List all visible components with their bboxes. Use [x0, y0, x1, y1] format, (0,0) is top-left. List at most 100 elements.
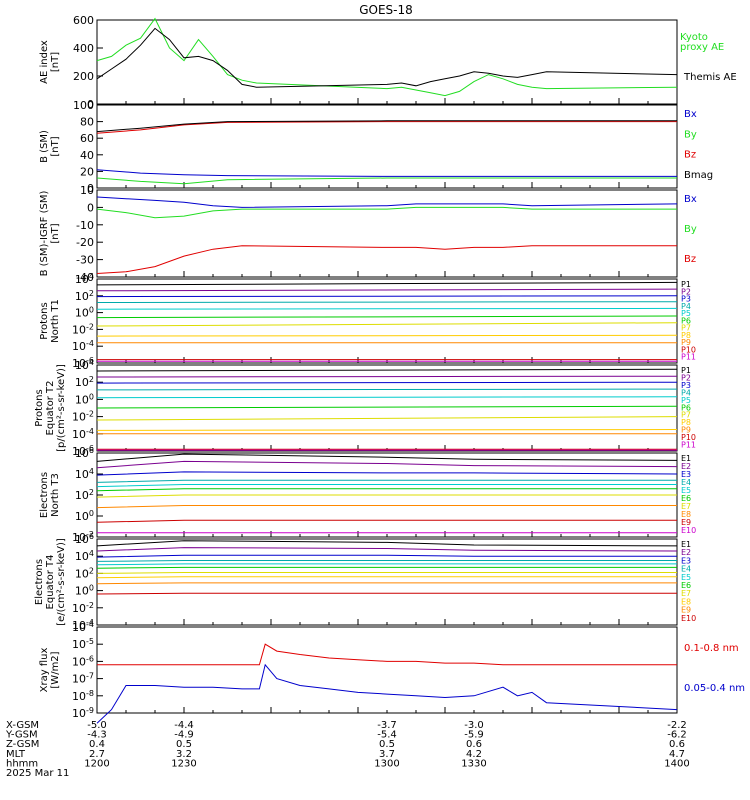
series-line-by — [96, 177, 677, 185]
series-line-e8 — [96, 576, 677, 579]
legend-entry: Themis AE — [683, 72, 737, 83]
legend-entry: E8 — [681, 510, 691, 519]
y-axis-label: [nT] — [50, 136, 61, 156]
series-line-e9 — [96, 519, 677, 523]
y-axis-label: B (SM) — [39, 130, 50, 163]
y-tick-label: 104 — [75, 467, 94, 481]
panel-frame — [96, 104, 678, 189]
y-tick-label: 10-8 — [72, 689, 94, 703]
x-row-value: 0.4 — [89, 739, 105, 750]
legend-entry: By — [684, 129, 697, 140]
x-row-value: 1400 — [664, 758, 689, 769]
x-row-value: -4.3 — [87, 730, 107, 741]
y-tick-label: 0 — [87, 182, 94, 195]
y-tick-label: 100 — [75, 392, 94, 406]
legend-entry: P2 — [681, 373, 691, 382]
y-axis-label: [nT] — [50, 223, 61, 243]
legend-entry: E5 — [681, 486, 691, 495]
legend-entry: E10 — [681, 526, 696, 535]
series-line-bz — [96, 121, 677, 134]
y-tick-label: 102 — [75, 566, 94, 580]
panel-frame — [96, 538, 678, 626]
x-row-label: Y-GSM — [5, 730, 38, 741]
series-line-e2 — [96, 547, 678, 552]
y-axis-label: AE index — [39, 40, 50, 84]
series-line-p3 — [96, 295, 678, 298]
y-axis-label: Xray flux — [39, 648, 50, 693]
series-line-e5 — [96, 563, 677, 566]
x-row-value: -4.9 — [174, 730, 194, 741]
legend-entry: E8 — [681, 597, 691, 606]
legend-entry: P7 — [681, 411, 691, 420]
legend-entry: E2 — [681, 462, 691, 471]
y-tick-label: 80 — [80, 116, 94, 129]
legend-entry: P5 — [681, 396, 691, 405]
x-row-value: -5.4 — [377, 730, 397, 741]
series-line-p5 — [96, 396, 678, 399]
y-tick-label: 400 — [73, 42, 94, 55]
y-tick-label: 20 — [80, 165, 94, 178]
legend-xray: 0.1-0.8 nm 0.05-0.4 nm — [684, 643, 745, 694]
x-row-value: -4.4 — [174, 720, 194, 731]
y-tick-label: 10-2 — [72, 410, 94, 424]
series-line-p2 — [96, 288, 678, 292]
x-axis-table: X-GSM -5.0 -4.4 -3.7 -3.0 -2.2 Y-GSM -4.3 -4.9 -5… — [5, 720, 690, 779]
y-tick-label: 200 — [73, 70, 94, 83]
legend-entry: P8 — [681, 418, 691, 427]
legend-entry: 0.05-0.4 nm — [684, 683, 745, 694]
y-tick-label: -40 — [76, 271, 94, 284]
y-tick-label: 10-2 — [72, 322, 94, 336]
y-axis-label: Electrons — [34, 559, 45, 605]
panel-frame — [96, 278, 678, 364]
legend-entry: By — [684, 224, 697, 235]
legend-entry: P3 — [681, 295, 691, 304]
x-row-value: 4.2 — [466, 749, 482, 760]
series-line-p1 — [96, 281, 678, 286]
y-axis-label: B (SM)-IGRF (SM) — [39, 191, 50, 277]
legend-entry: P1 — [681, 280, 691, 289]
legend-entry: P4 — [681, 388, 691, 397]
legend-entry: E3 — [681, 470, 691, 479]
x-row-label: Z-GSM — [6, 739, 39, 750]
y-tick-label: 102 — [75, 488, 94, 502]
panel-xray: 10-4 10-5 10-6 10-7 10-8 10-9 Xray flux [W/m2] 0… — [39, 620, 745, 724]
x-row-value: 3.7 — [379, 749, 395, 760]
x-row-value: 1200 — [84, 758, 109, 769]
x-row-value: -5.0 — [87, 720, 107, 731]
legend-entry: Bx — [684, 109, 697, 120]
panel-bigrf: 100-10-20-30-40B (SM)-IGRF (SM) [nT]BxByB… — [39, 184, 697, 284]
y-tick-label: 0 — [87, 98, 94, 111]
legend-entry: E2 — [681, 548, 691, 557]
x-row-label: X-GSM — [6, 720, 39, 731]
legend-entry: P9 — [681, 426, 691, 435]
legend-entry: E3 — [681, 556, 691, 565]
x-row-label: MLT — [6, 749, 26, 760]
y-tick-label: 104 — [75, 272, 94, 286]
x-row-value: -6.2 — [667, 730, 687, 741]
legend-entry: Bmag — [684, 170, 713, 181]
series-line-p6 — [96, 405, 678, 409]
y-tick-label: 600 — [73, 14, 94, 27]
y-tick-label: 10-4 — [72, 620, 94, 634]
x-row-value: 3.2 — [176, 749, 192, 760]
y-tick-label: 10-4 — [72, 427, 94, 441]
series-line-p5 — [96, 307, 678, 310]
legend-bigrf: Bx By Bz — [684, 194, 697, 265]
y-tick-label: 10-2 — [72, 530, 94, 544]
series-line-e3 — [96, 554, 677, 558]
y-tick-label: 104 — [75, 549, 94, 563]
series-line-e3 — [96, 471, 678, 476]
legend-entry: P6 — [681, 403, 691, 412]
panel-electrons_t4: 106 104 102 100 10-2 10-4 Electrons Equator T4[… — [34, 532, 696, 632]
y-axis-label: Equator T2 — [45, 381, 56, 436]
x-row-value: 0.6 — [669, 739, 685, 750]
series-line-e4 — [96, 479, 677, 483]
series-line-p8 — [96, 429, 678, 431]
y-axis-label: [nT] — [50, 52, 61, 72]
y-tick-label: -10 — [76, 219, 94, 232]
y-tick-label: 10-6 — [72, 444, 94, 458]
